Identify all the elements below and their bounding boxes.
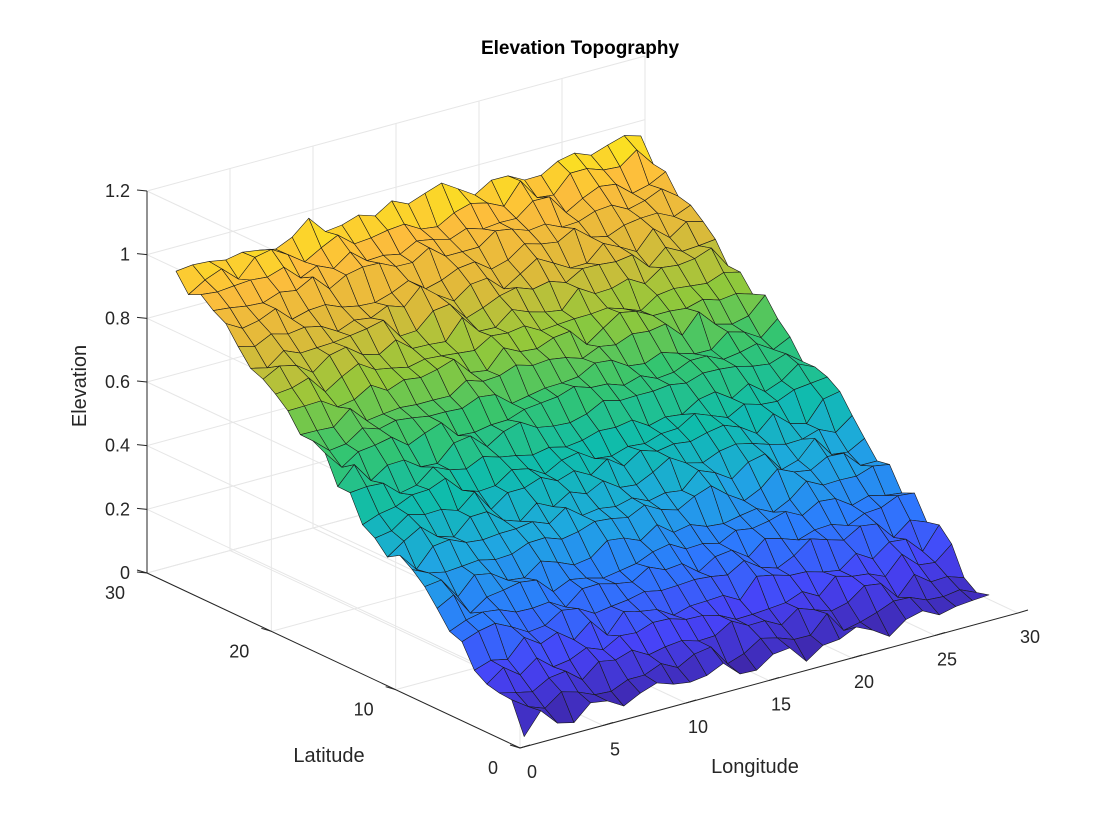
z-tick-label: 0.6 (105, 372, 130, 392)
x-tick (685, 699, 697, 704)
z-tick-label: 0.8 (105, 308, 130, 328)
surface-patch (959, 589, 990, 601)
x-tick (1017, 609, 1029, 614)
x-tick-label: 0 (527, 762, 537, 782)
y-tick-label: 20 (229, 641, 249, 661)
z-tick-label: 1.2 (105, 181, 130, 201)
x-axis-label: Longitude (711, 756, 799, 778)
z-tick (136, 316, 148, 319)
x-tick (602, 722, 614, 726)
z-tick (136, 444, 148, 447)
x-tick-label: 20 (854, 672, 874, 692)
z-tick (136, 507, 148, 510)
z-axis-label: Elevation (69, 345, 91, 427)
y-tick-label: 30 (105, 583, 125, 603)
z-tick-label: 0.2 (105, 499, 130, 519)
axes (136, 189, 1029, 749)
z-tick (136, 571, 148, 574)
z-tick (136, 253, 148, 256)
chart-title: Elevation Topography (481, 38, 680, 59)
gridline (146, 508, 521, 685)
x-tick-label: 30 (1020, 627, 1040, 647)
y-axis-label: Latitude (293, 745, 364, 767)
y-axis-line (146, 572, 521, 749)
y-tick (261, 627, 272, 632)
z-tick-label: 0 (120, 563, 130, 583)
x-tick (768, 677, 780, 681)
x-tick-label: 15 (771, 695, 791, 715)
z-tick (136, 380, 148, 383)
x-tick (519, 744, 531, 749)
x-tick-label: 10 (688, 717, 708, 737)
y-tick-label: 0 (488, 758, 498, 778)
x-tick (851, 654, 863, 659)
y-tick-label: 10 (354, 700, 374, 720)
z-tick-label: 0.4 (105, 436, 130, 456)
z-tick-label: 1 (120, 245, 130, 265)
x-tick-label: 25 (937, 650, 957, 670)
x-tick (934, 632, 946, 636)
y-tick (509, 744, 521, 749)
z-tick (136, 189, 148, 192)
surface-mesh (175, 135, 990, 737)
x-tick-label: 5 (610, 740, 620, 760)
y-tick (385, 686, 396, 691)
